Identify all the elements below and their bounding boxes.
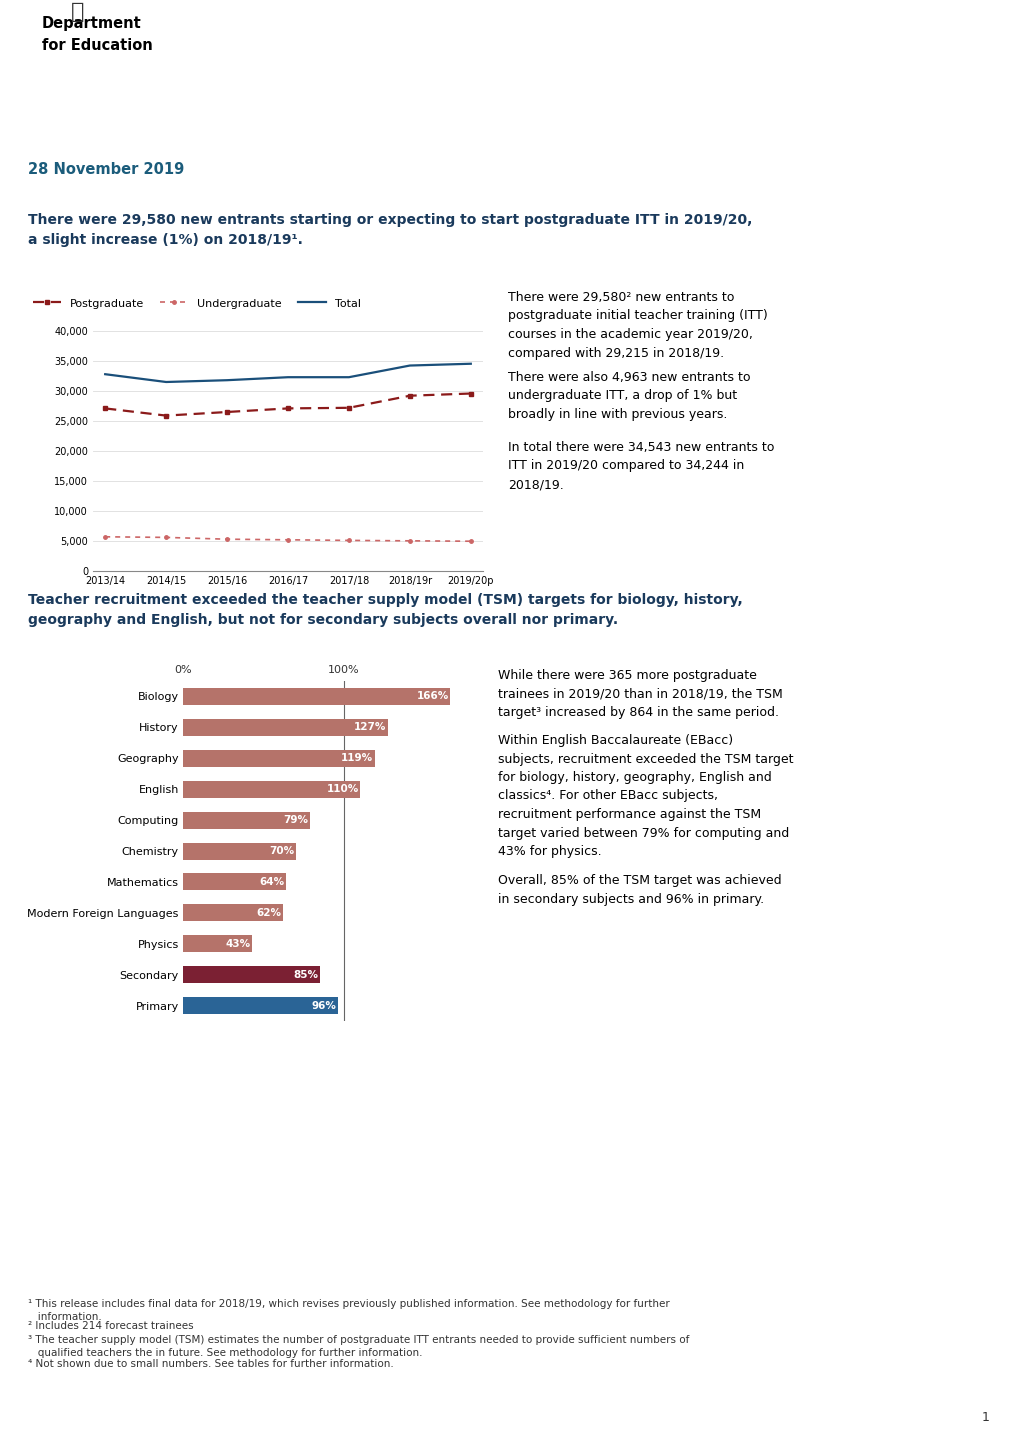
Text: 79%: 79%: [283, 815, 309, 825]
Text: 85%: 85%: [293, 969, 318, 979]
Text: 28 November 2019: 28 November 2019: [28, 162, 184, 177]
Total: [281, 369, 293, 386]
Text: 0%: 0%: [174, 665, 192, 675]
Text: Initial Teacher Training (ITT) Census for 2019 to 2020,: Initial Teacher Training (ITT) Census fo…: [215, 22, 828, 40]
Bar: [182, 966, 320, 983]
Text: Within English Baccalaureate (EBacc)
subjects, recruitment exceeded the TSM targ: Within English Baccalaureate (EBacc) sub…: [497, 734, 793, 858]
Text: 100%: 100%: [328, 665, 360, 675]
Text: ³ The teacher supply model (TSM) estimates the number of postgraduate ITT entran: ³ The teacher supply model (TSM) estimat…: [28, 1335, 689, 1358]
Postgraduate: [221, 404, 233, 421]
Bar: [182, 904, 282, 921]
Text: 166%: 166%: [416, 692, 448, 701]
Bar: [182, 750, 374, 767]
Postgraduate: [342, 399, 355, 417]
Bar: [182, 874, 286, 890]
Bar: [182, 842, 296, 859]
Postgraduate: [404, 386, 416, 404]
Text: Department: Department: [42, 16, 142, 30]
Undergraduate: [221, 531, 233, 548]
Legend: Postgraduate, Undergraduate, Total: Postgraduate, Undergraduate, Total: [29, 293, 365, 313]
Line: Postgraduate: Postgraduate: [103, 391, 473, 418]
Postgraduate: [160, 407, 172, 424]
Text: While there were 365 more postgraduate
trainees in 2019/20 than in 2018/19, the : While there were 365 more postgraduate t…: [497, 669, 782, 720]
Bar: [182, 720, 387, 735]
Text: 👑: 👑: [71, 1, 85, 22]
Bar: [182, 936, 252, 952]
Text: for Education: for Education: [42, 37, 153, 53]
Total: [99, 366, 111, 384]
Undergraduate: [465, 532, 477, 549]
Text: 70%: 70%: [269, 846, 293, 857]
Undergraduate: [160, 529, 172, 547]
Text: 110%: 110%: [326, 784, 359, 795]
Text: 64%: 64%: [259, 877, 284, 887]
Text: 127%: 127%: [354, 722, 385, 733]
Bar: [182, 780, 360, 797]
Total: [221, 372, 233, 389]
Text: There were 29,580² new entrants to
postgraduate initial teacher training (ITT)
c: There were 29,580² new entrants to postg…: [507, 291, 767, 359]
Text: 1: 1: [981, 1412, 989, 1425]
Postgraduate: [281, 399, 293, 417]
Total: [404, 356, 416, 373]
Text: Overall, 85% of the TSM target was achieved
in secondary subjects and 96% in pri: Overall, 85% of the TSM target was achie…: [497, 874, 781, 906]
Postgraduate: [99, 399, 111, 417]
Text: England: England: [215, 61, 307, 79]
Text: 96%: 96%: [311, 1001, 335, 1011]
Text: Teacher recruitment exceeded the teacher supply model (TSM) targets for biology,: Teacher recruitment exceeded the teacher…: [28, 593, 742, 627]
Bar: [182, 996, 337, 1014]
Text: ² Includes 214 forecast trainees: ² Includes 214 forecast trainees: [28, 1321, 194, 1331]
Text: 119%: 119%: [340, 753, 373, 763]
Undergraduate: [404, 532, 416, 549]
Text: There were also 4,963 new entrants to
undergraduate ITT, a drop of 1% but
broadl: There were also 4,963 new entrants to un…: [507, 371, 750, 421]
Text: 43%: 43%: [225, 939, 251, 949]
Line: Total: Total: [105, 363, 471, 382]
Undergraduate: [99, 528, 111, 545]
Total: [465, 355, 477, 372]
Text: In total there were 34,543 new entrants to
ITT in 2019/20 compared to 34,244 in
: In total there were 34,543 new entrants …: [507, 441, 773, 490]
Text: There were 29,580 new entrants starting or expecting to start postgraduate ITT i: There were 29,580 new entrants starting …: [28, 213, 752, 247]
Total: [160, 373, 172, 391]
Text: ¹ This release includes final data for 2018/19, which revises previously publish: ¹ This release includes final data for 2…: [28, 1299, 669, 1322]
Total: [342, 369, 355, 386]
Text: 62%: 62%: [256, 908, 281, 917]
Line: Undergraduate: Undergraduate: [103, 535, 472, 544]
Bar: [182, 812, 310, 829]
Undergraduate: [342, 532, 355, 549]
Bar: [182, 688, 450, 705]
Text: ⁴ Not shown due to small numbers. See tables for further information.: ⁴ Not shown due to small numbers. See ta…: [28, 1358, 393, 1368]
Undergraduate: [281, 531, 293, 548]
Postgraduate: [465, 385, 477, 402]
